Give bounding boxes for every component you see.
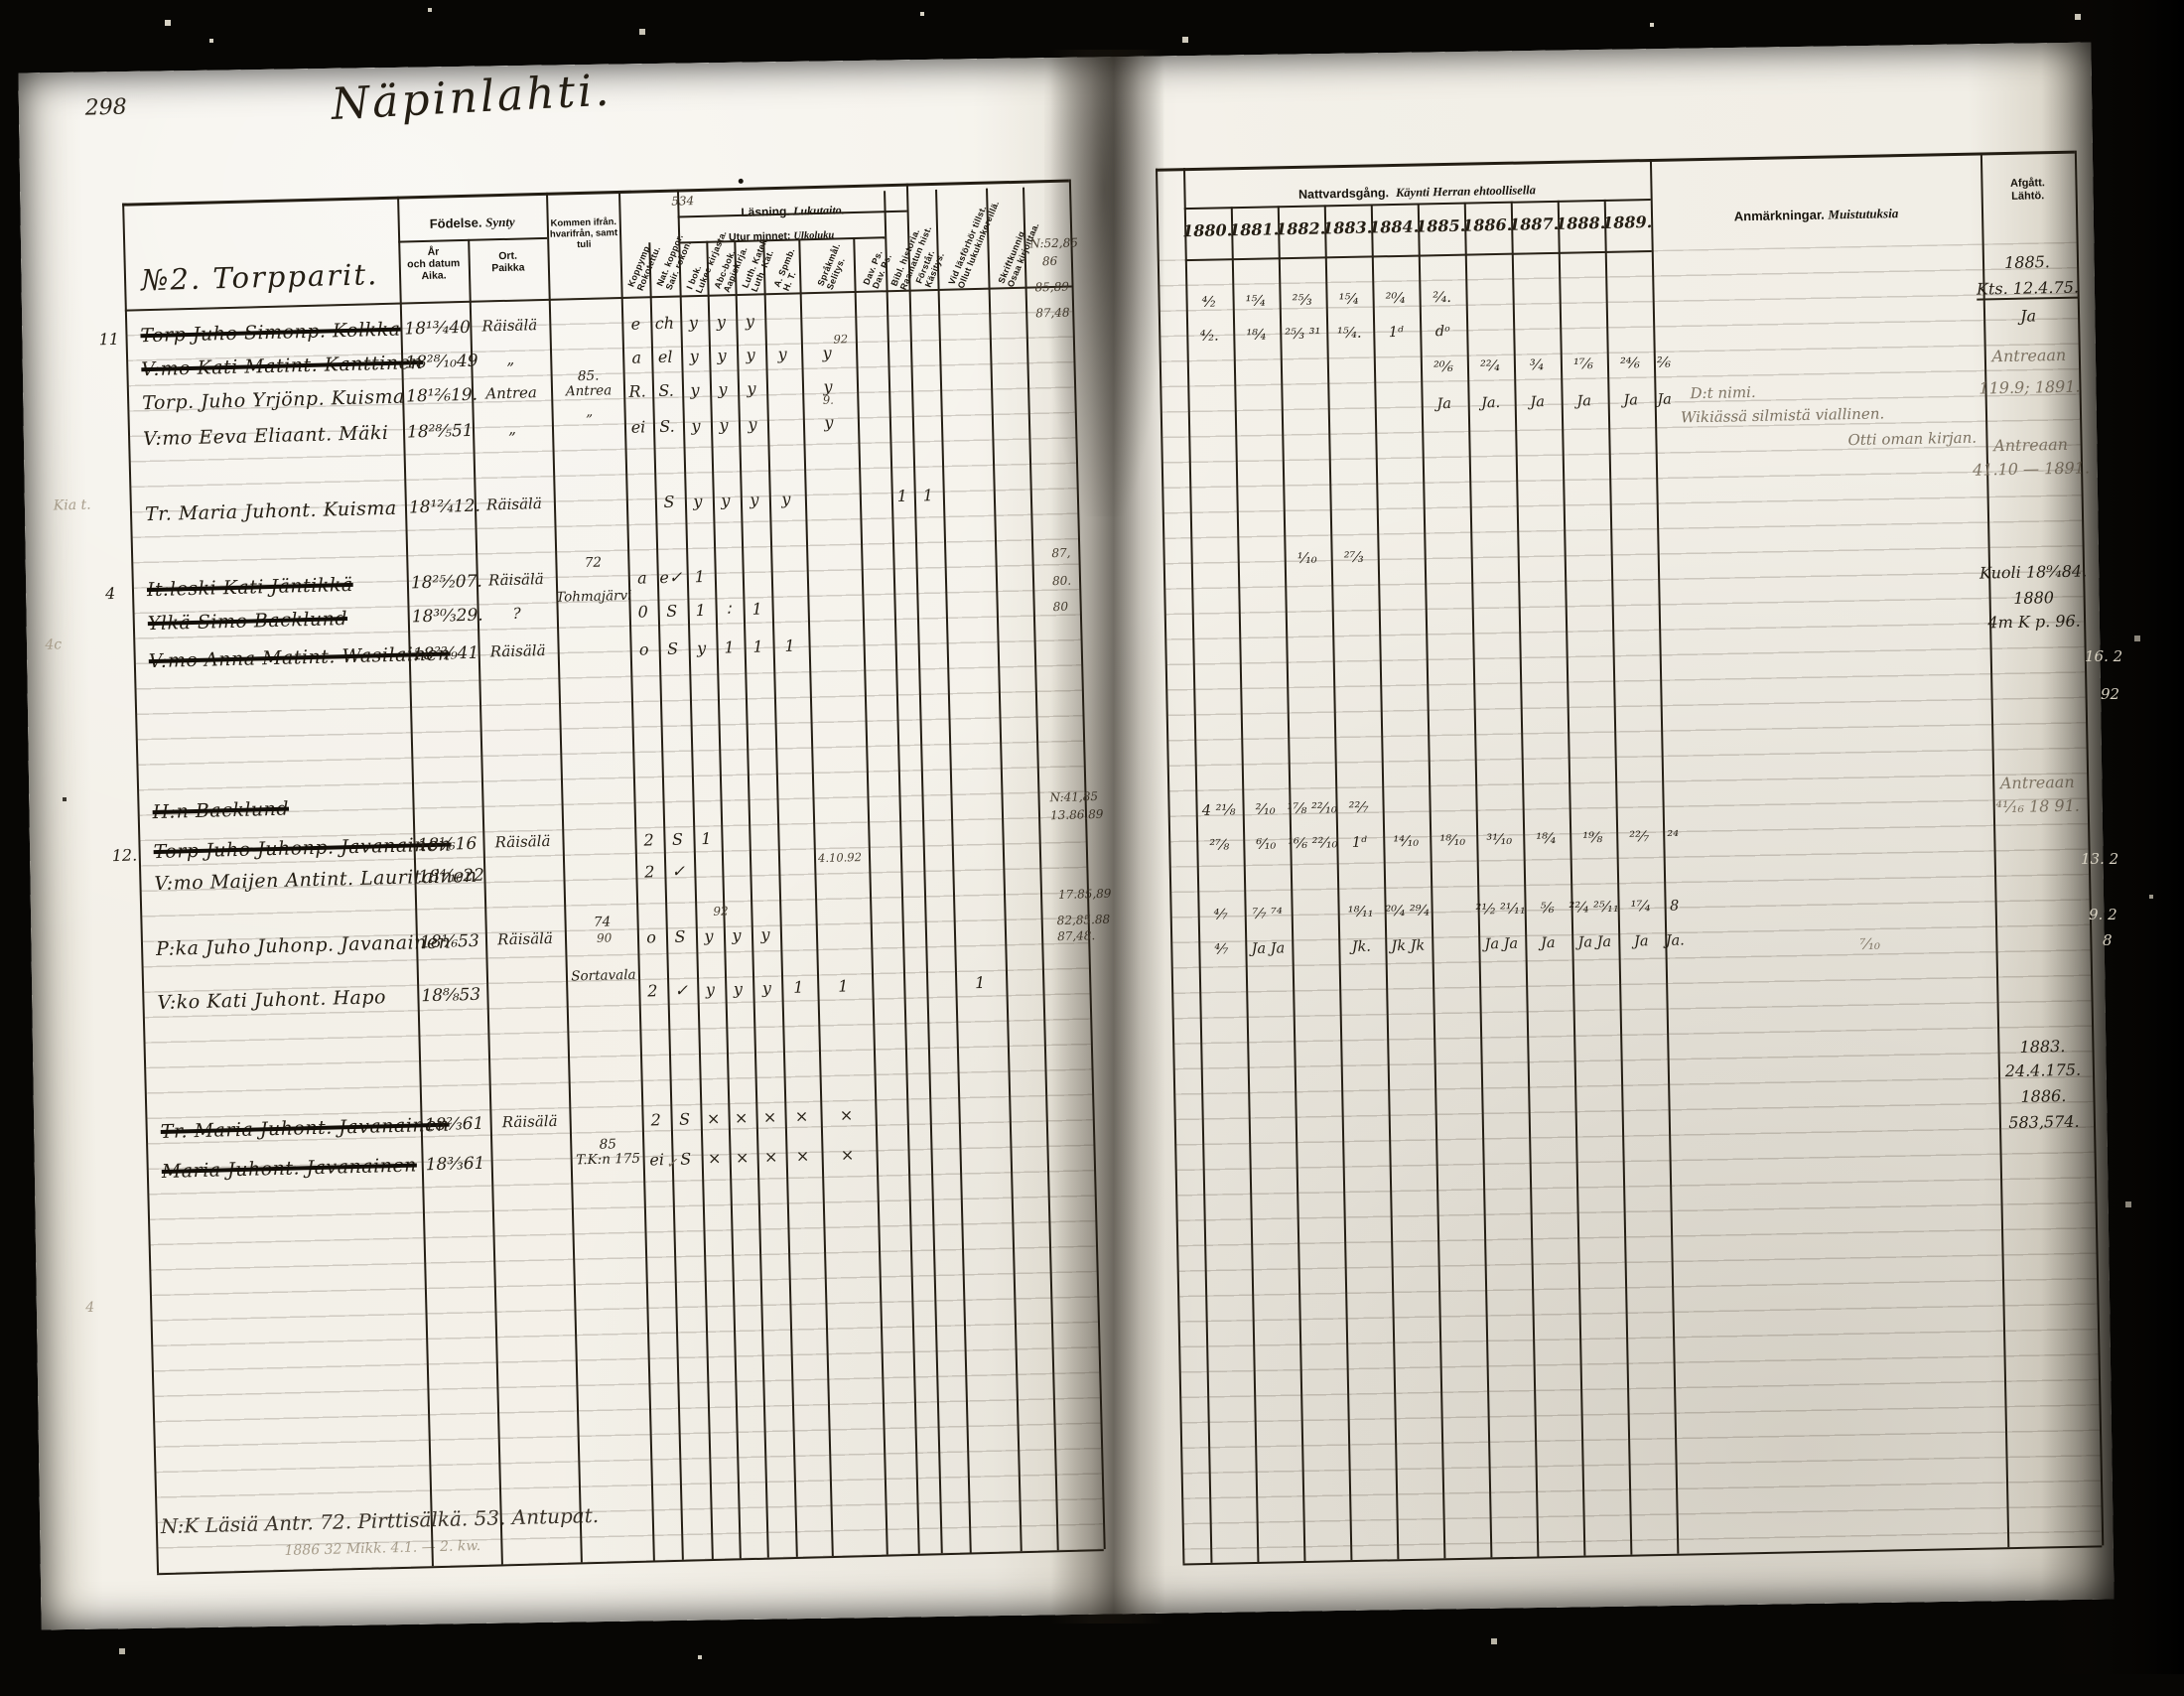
communion-mark: Ja	[1623, 392, 1639, 409]
communion-mark: Jk.	[1351, 938, 1372, 956]
communion-mark: ⁶⁄₁₀	[1256, 836, 1277, 853]
communion-mark: ¹⁵⁄₄	[1338, 291, 1359, 309]
year-label: 1883.	[1321, 217, 1373, 238]
year-label: 1881.	[1228, 219, 1280, 240]
communion-mark: ²²⁄₄ ²⁵⁄₁₁	[1569, 899, 1619, 917]
communion-mark: Ja	[1540, 935, 1556, 952]
communion-mark: ²⁄₆	[1656, 354, 1672, 371]
year-label: 1889.	[1601, 212, 1653, 232]
communion-mark: ¹⁸⁄₄	[1246, 327, 1267, 344]
communion-mark: ²⁴⁄₆	[1619, 355, 1641, 372]
communion-mark: Ja.	[1480, 394, 1501, 412]
communion-mark: 8	[1669, 898, 1680, 915]
communion-mark: ²⁰⁄₄	[1385, 290, 1406, 308]
year-label: 1885.	[1415, 215, 1466, 236]
communion-mark: ³¹⁄₁₀	[1486, 831, 1513, 849]
communion-mark: ³⁄₄	[1529, 357, 1545, 374]
communion-mark: ²⁄₄.	[1433, 289, 1452, 307]
edge-number: 8	[2103, 931, 2113, 949]
communion-mark: ²²⁄₇	[1348, 799, 1369, 817]
communion-mark: ¹⁵⁄₄	[1245, 293, 1266, 310]
communion-mark: ²¹⁄₂ ²¹⁄₁₁	[1475, 901, 1526, 919]
communion-mark: Ja Ja	[1577, 933, 1612, 951]
header-nattvardsgang: Nattvardsgång. Käynti Herran ehtoollisel…	[1297, 183, 1537, 203]
communion-mark: ⁴⁄₇	[1214, 941, 1229, 958]
communion-mark: ¹⁸⁄₄	[1536, 830, 1557, 848]
communion-mark: ²⁰⁄₄ ²⁹⁄₄	[1385, 903, 1430, 920]
page-edge-shadow	[2041, 0, 2184, 1674]
year-label: 1888.	[1555, 212, 1606, 233]
communion-mark: Ja	[1436, 395, 1452, 413]
edge-number: 9. 2	[2089, 906, 2117, 923]
communion-mark: 4 ²¹⁄₈	[1201, 802, 1236, 819]
header-anmarkningar: Anmärkningar. Muistutuksia	[1733, 206, 1899, 224]
book-spine-shadow	[1050, 50, 1165, 1624]
year-label: 1882.	[1275, 218, 1326, 239]
communion-mark: ²⁷⁄₈	[1209, 837, 1230, 854]
communion-mark: Ja Ja	[1251, 940, 1286, 957]
communion-mark: 1ᵈ	[1351, 834, 1367, 851]
edge-number: 13. 2	[2081, 850, 2119, 868]
year-label: 1880.	[1181, 220, 1233, 241]
communion-mark: ⁷⁄₇ ⁷⁴	[1252, 906, 1283, 922]
communion-mark: Ja	[1530, 394, 1546, 411]
communion-mark: Ja Ja	[1484, 935, 1519, 953]
communion-mark: ¹⁷⁄₈ ²²⁄₁₀	[1287, 800, 1337, 818]
communion-mark: ¹⁷⁄₆	[1572, 356, 1594, 373]
communion-mark: ²⁰⁄₆	[1433, 358, 1454, 376]
year-label: 1886.	[1461, 214, 1513, 235]
communion-mark: ⁴⁄₂.	[1199, 328, 1219, 345]
communion-mark: ²⁄₁₀	[1255, 801, 1276, 818]
communion-mark: ¹⁸⁄₁₁	[1347, 904, 1374, 921]
year-label: 1887.	[1508, 213, 1560, 234]
communion-mark: ¹⁄₁₀	[1297, 550, 1317, 568]
communion-mark: ²⁷⁄₃	[1343, 549, 1364, 567]
communion-mark: ¹⁴⁄₁₀	[1393, 833, 1420, 851]
edge-number: 92	[2101, 685, 2120, 703]
communion-mark: ²²⁄₇	[1629, 829, 1650, 846]
afgatt-entry: Ja	[2019, 306, 2037, 326]
communion-mark: ²⁴	[1667, 828, 1680, 845]
communion-mark: Ja	[1657, 391, 1673, 408]
communion-mark: ⁵⁄₆	[1540, 901, 1555, 918]
communion-mark: Jk Jk	[1391, 937, 1426, 955]
remark-note: D:t nimi.	[1690, 382, 1756, 403]
communion-mark: ¹⁸⁄₁₀	[1439, 832, 1466, 850]
communion-mark: Ja	[1633, 933, 1649, 950]
communion-mark: dᵒ	[1434, 323, 1450, 341]
book-spine-shadow-top	[1044, 50, 1163, 516]
communion-mark: ²⁵⁄₃	[1292, 292, 1312, 310]
communion-mark: ⁴⁄₇	[1213, 907, 1228, 923]
communion-mark: Ja	[1576, 393, 1592, 410]
remark-note: ⁷⁄₁₀	[1859, 934, 1881, 954]
communion-mark: ²⁵⁄₃ ³¹	[1285, 326, 1321, 344]
communion-mark: 1ᵈ	[1388, 324, 1404, 342]
communion-mark: ¹⁷⁄₄	[1630, 899, 1651, 916]
communion-mark: Ja.	[1665, 932, 1685, 949]
edge-number: 16. 2	[2085, 647, 2123, 665]
communion-mark: ⁴⁄₂	[1201, 294, 1216, 311]
communion-mark: ²²⁄₄	[1479, 357, 1501, 375]
communion-mark: ¹⁵⁄₄.	[1336, 325, 1362, 343]
communion-mark: ¹⁹⁄₈	[1582, 830, 1603, 847]
communion-mark: ¹⁶⁄₆ ²²⁄₁₀	[1288, 835, 1338, 853]
remark-note: Otti oman kirjan.	[1847, 428, 1978, 450]
scan-dust-speckles	[0, 0, 2, 2]
year-label: 1884.	[1368, 216, 1420, 237]
